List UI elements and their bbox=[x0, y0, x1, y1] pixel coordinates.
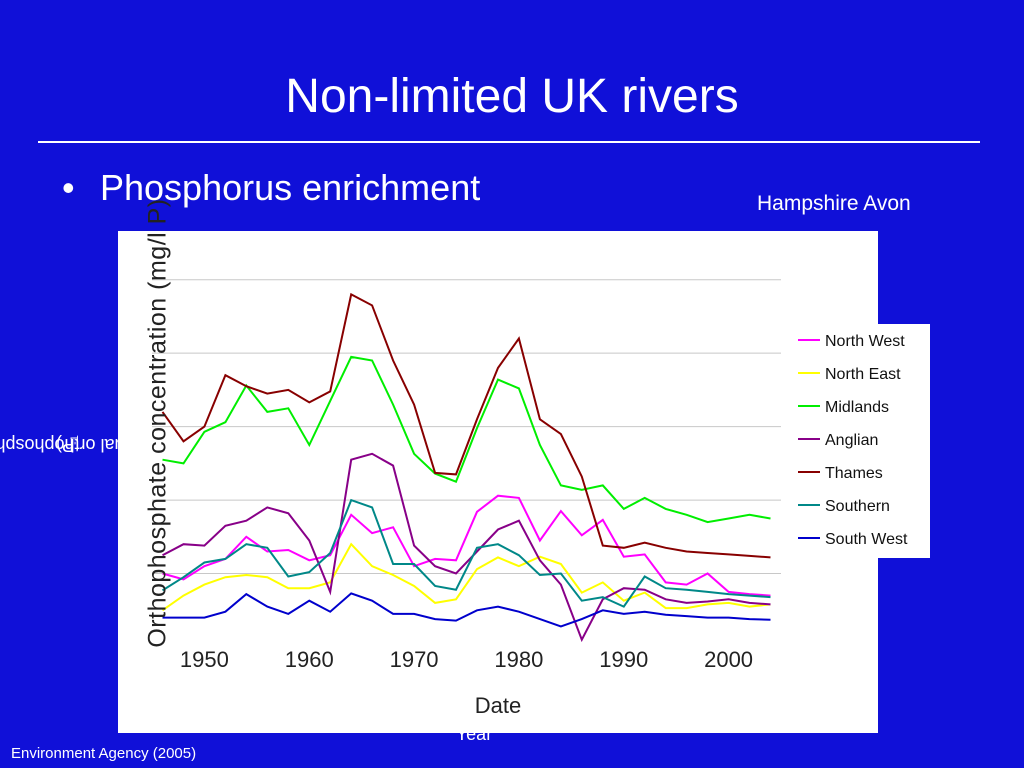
bullet-item: • Phosphorus enrichment bbox=[62, 166, 480, 210]
x-tick-1980: 1980 bbox=[494, 647, 544, 672]
legend-swatch bbox=[798, 404, 820, 407]
inner-x-axis-label: Date bbox=[474, 693, 522, 718]
legend-swatch bbox=[798, 338, 820, 341]
legend-label: North West bbox=[825, 333, 905, 350]
legend-item-thames: Thames bbox=[798, 464, 883, 484]
legend-item-north-west: North West bbox=[798, 332, 905, 352]
outer-y-axis-label-end: P) bbox=[56, 434, 74, 455]
legend-swatch bbox=[798, 371, 820, 374]
legend-label: Anglian bbox=[825, 432, 879, 449]
legend-label: Thames bbox=[825, 465, 883, 482]
legend-swatch bbox=[798, 437, 820, 440]
source-citation: Environment Agency (2005) bbox=[11, 745, 197, 762]
series-line-north-west bbox=[162, 494, 771, 597]
legend-item-south-west: South West bbox=[798, 530, 907, 550]
outer-x-axis-label: Year bbox=[455, 724, 493, 744]
x-tick-1970: 1970 bbox=[389, 647, 439, 672]
legend-label: North East bbox=[825, 366, 901, 383]
legend-label: Southern bbox=[825, 498, 890, 515]
legend-item-north-east: North East bbox=[798, 365, 901, 385]
inner-y-axis-label-text: Orthophosphate concentration (mg/l P) bbox=[143, 198, 172, 648]
chart-panel: Orthophosphate concentration (mg/l P) 19… bbox=[118, 198, 878, 733]
legend-swatch bbox=[798, 536, 820, 539]
legend-label: Midlands bbox=[825, 399, 890, 416]
bullet-dot-icon: • bbox=[62, 167, 75, 208]
x-tick-1990: 1990 bbox=[599, 647, 649, 672]
legend-swatch bbox=[798, 470, 820, 473]
x-tick-2000: 2000 bbox=[704, 647, 754, 672]
x-tick-1960: 1960 bbox=[284, 647, 334, 672]
series-line-southern bbox=[161, 498, 771, 608]
series-line-north-east bbox=[161, 542, 771, 612]
line-chart bbox=[152, 279, 781, 643]
series-line-midlands bbox=[162, 355, 771, 524]
series-line-anglian bbox=[162, 452, 771, 643]
legend-swatch bbox=[798, 503, 820, 506]
series-line-thames bbox=[161, 292, 771, 559]
title-divider bbox=[38, 141, 980, 143]
slide-title: Non-limited UK rivers bbox=[285, 70, 739, 123]
x-tick-1950: 1950 bbox=[179, 647, 229, 672]
chart-legend: North West North East Midlands Anglian Thame… bbox=[792, 324, 930, 558]
legend-item-midlands: Midlands bbox=[798, 398, 889, 418]
river-label: Hampshire Avon bbox=[757, 192, 911, 215]
bullet-text: Phosphorus enrichment bbox=[100, 167, 481, 208]
legend-item-anglian: Anglian bbox=[798, 431, 878, 451]
legend-item-southern: Southern bbox=[798, 497, 890, 517]
legend-label: South West bbox=[825, 531, 908, 548]
series-line-south-west bbox=[162, 592, 771, 628]
